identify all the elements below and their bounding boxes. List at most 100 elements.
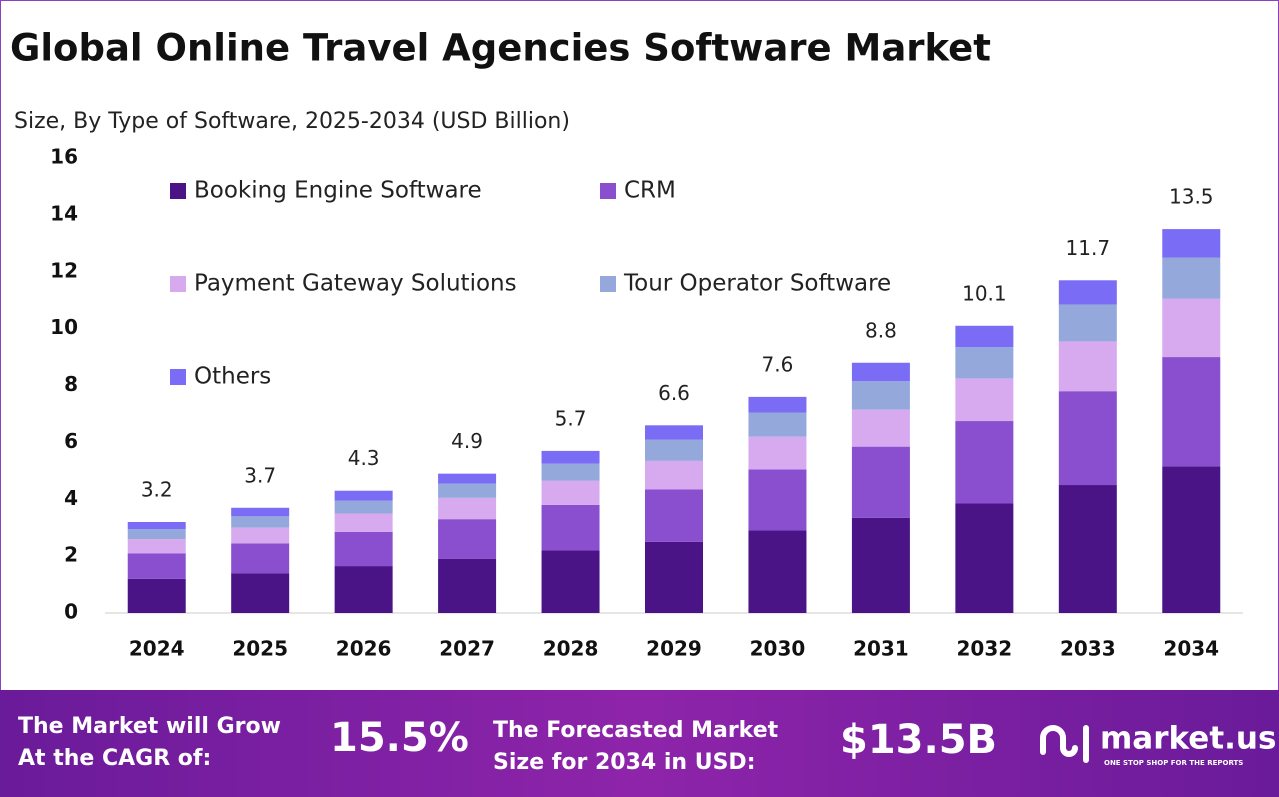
total-label: 5.7 xyxy=(555,406,587,430)
forecast-line: The Forecasted Market xyxy=(493,718,779,743)
bar-segment xyxy=(645,425,703,440)
bar-segment xyxy=(1058,304,1117,342)
bar-segment xyxy=(1162,357,1221,467)
bar-segment xyxy=(231,573,290,613)
bar-segment xyxy=(748,436,807,470)
bar-segment xyxy=(1162,229,1221,258)
total-label: 7.6 xyxy=(762,352,794,376)
brand: market.us xyxy=(1100,721,1276,757)
legend-label: Payment Gateway Solutions xyxy=(194,271,517,297)
bar-segment xyxy=(645,541,703,613)
x-tick-label: 2025 xyxy=(232,637,288,661)
total-label: 11.7 xyxy=(1066,236,1111,260)
legend-swatch xyxy=(170,183,186,199)
x-tick-label: 2024 xyxy=(129,637,185,661)
total-label: 10.1 xyxy=(962,281,1007,305)
bar-segment xyxy=(231,527,290,544)
x-tick-label: 2030 xyxy=(750,637,806,661)
bar-segment xyxy=(438,519,497,559)
x-tick-label: 2031 xyxy=(853,637,909,661)
bar-segment xyxy=(541,480,600,505)
bar-segment xyxy=(127,578,186,613)
legend-swatch xyxy=(600,276,616,292)
legend-label: Tour Operator Software xyxy=(623,271,891,297)
bar-segment xyxy=(334,490,393,501)
bar-segment xyxy=(127,553,186,579)
x-tick-label: 2032 xyxy=(957,637,1013,661)
total-label: 13.5 xyxy=(1169,185,1214,209)
bar-segment xyxy=(127,522,186,530)
legend-label: CRM xyxy=(624,178,676,204)
chart-subtitle: Size, By Type of Software, 2025-2034 (US… xyxy=(14,109,570,134)
forecast-value: $13.5B xyxy=(840,717,997,763)
y-tick-label: 4 xyxy=(64,486,78,510)
bar-segment xyxy=(334,531,393,567)
total-label: 3.7 xyxy=(244,463,276,487)
forecast-line: Size for 2034 in USD: xyxy=(493,750,756,775)
bar-segment xyxy=(748,412,807,437)
x-tick-label: 2027 xyxy=(439,637,495,661)
total-label: 6.6 xyxy=(658,381,690,405)
bar-segment xyxy=(955,503,1014,613)
legend-swatch xyxy=(170,276,186,292)
bar-segment xyxy=(851,517,910,613)
bar-segment xyxy=(748,530,807,613)
bar-segment xyxy=(1058,485,1117,613)
bar-segment xyxy=(541,550,600,613)
bar-segment xyxy=(334,513,393,532)
bar-segment xyxy=(955,378,1014,422)
bar-segment xyxy=(127,529,186,540)
bar-segment xyxy=(438,558,497,613)
y-tick-label: 12 xyxy=(50,258,78,282)
bar-segment xyxy=(1162,466,1221,613)
bar-segment xyxy=(955,347,1014,379)
cagr-text: The Market will Grow At the CAGR of: xyxy=(18,714,281,771)
bar-segment xyxy=(438,483,497,498)
total-label: 8.8 xyxy=(865,318,897,342)
chart-title: Global Online Travel Agencies Software M… xyxy=(10,27,991,70)
bar-segment xyxy=(334,566,393,613)
x-tick-label: 2033 xyxy=(1060,637,1116,661)
total-label: 4.9 xyxy=(451,429,483,453)
legend-label: Others xyxy=(194,364,271,390)
bar-segment xyxy=(748,396,807,413)
bar-segment xyxy=(645,489,703,542)
y-tick-label: 2 xyxy=(64,543,78,567)
y-tick-label: 10 xyxy=(50,315,78,339)
x-tick-label: 2029 xyxy=(646,637,702,661)
bar-segment xyxy=(438,473,497,484)
total-label: 3.2 xyxy=(141,478,173,502)
legend-swatch xyxy=(600,183,616,199)
bar-segment xyxy=(851,362,910,382)
cagr-value: 15.5% xyxy=(330,715,469,761)
bar-segment xyxy=(748,469,807,531)
forecast-text: The Forecasted Market Size for 2034 in US… xyxy=(493,718,779,775)
legend-label: Booking Engine Software xyxy=(194,178,482,204)
bar-segment xyxy=(955,421,1014,504)
bar-segment xyxy=(334,500,393,514)
x-tick-label: 2034 xyxy=(1163,637,1219,661)
cagr-line: The Market will Grow xyxy=(18,714,281,739)
x-tick-label: 2026 xyxy=(336,637,392,661)
legend-swatch xyxy=(170,369,186,385)
cagr-line: At the CAGR of: xyxy=(18,746,211,771)
bar-segment xyxy=(1058,391,1117,486)
bar-segment xyxy=(645,460,703,490)
bar-segment xyxy=(231,543,290,574)
y-tick-label: 16 xyxy=(50,145,78,169)
total-label: 4.3 xyxy=(348,446,380,470)
bar-segment xyxy=(851,381,910,410)
y-tick-label: 0 xyxy=(64,600,78,624)
y-tick-label: 14 xyxy=(50,201,78,225)
x-tick-label: 2028 xyxy=(543,637,599,661)
bar-segment xyxy=(541,463,600,481)
bar-segment xyxy=(851,409,910,447)
bar-segment xyxy=(1058,341,1117,392)
y-tick-label: 6 xyxy=(64,429,78,453)
bar-segment xyxy=(1058,280,1117,305)
bar-segment xyxy=(1162,257,1221,299)
tagline: ONE STOP SHOP FOR THE REPORTS xyxy=(1104,759,1243,767)
bar-segment xyxy=(231,516,290,528)
